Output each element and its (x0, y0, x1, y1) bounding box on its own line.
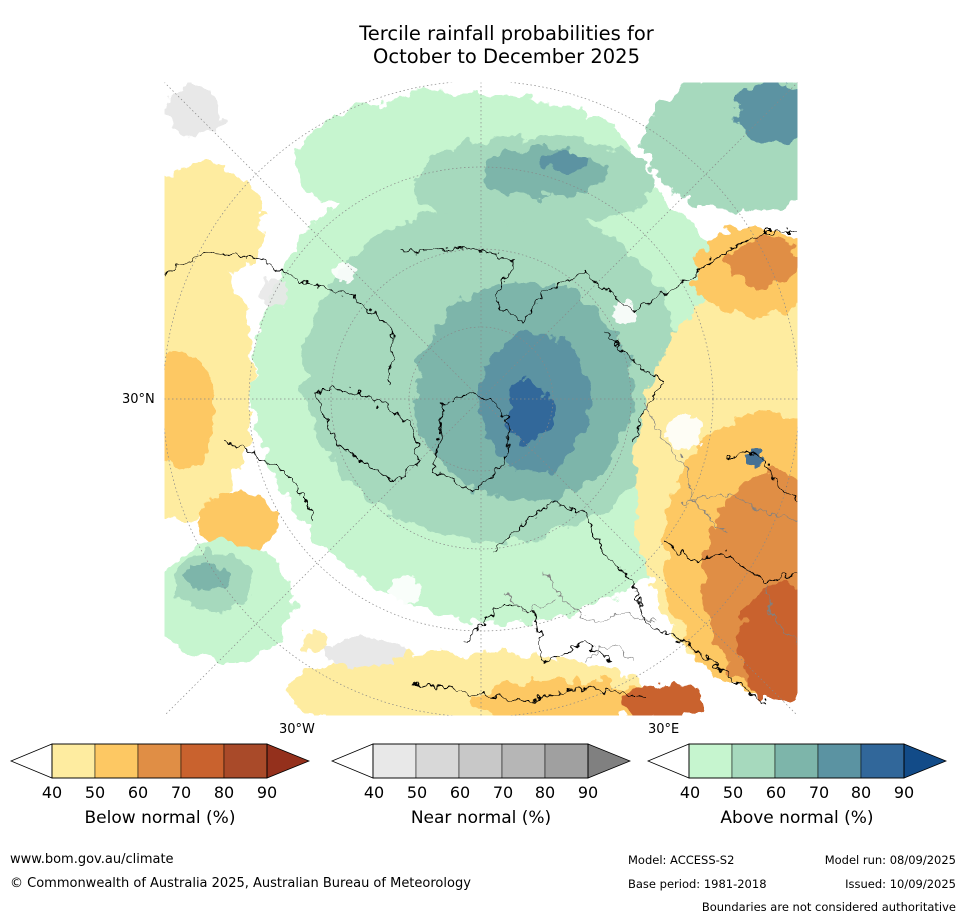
colorbar-extend-low (647, 743, 690, 779)
colorbar-above-label: Above normal (%) (720, 808, 874, 828)
title-line-1: Tercile rainfall probabilities for (359, 22, 654, 45)
colorbar-swatch (731, 743, 776, 779)
colorbar-below-ticks: 40 50 60 70 80 90 (10, 783, 310, 803)
colorbar-outline (372, 743, 589, 779)
footer-model: Model: ACCESS-S2 (628, 853, 735, 867)
colorbar-above-ticks: 40 50 60 70 80 90 (647, 783, 947, 803)
footer-copyright: © Commonwealth of Australia 2025, Austra… (10, 876, 471, 891)
tick: 80 (534, 783, 556, 802)
tick: 90 (893, 783, 915, 802)
tick: 70 (808, 783, 830, 802)
colorbar-below (10, 743, 310, 779)
tick: 40 (363, 783, 385, 802)
colorbar-swatch (458, 743, 503, 779)
tick: 40 (41, 783, 63, 802)
colorbar-near (331, 743, 631, 779)
colorbar-outline (51, 743, 268, 779)
colorbar-near-label: Near normal (%) (410, 808, 552, 828)
colorbar-swatch (94, 743, 139, 779)
tick: 70 (170, 783, 192, 802)
footer-model-run: Model run: 08/09/2025 (824, 853, 956, 867)
tick: 40 (679, 783, 701, 802)
colorbar-swatch (415, 743, 460, 779)
tick: 50 (722, 783, 744, 802)
colorbar-swatch (223, 743, 268, 779)
tick: 80 (213, 783, 235, 802)
colorbar-extend-high (266, 743, 310, 779)
tick: 90 (577, 783, 599, 802)
tick: 60 (127, 783, 149, 802)
colorbar-swatch (774, 743, 819, 779)
footer-url: www.bom.gov.au/climate (10, 852, 174, 867)
colorbar-swatch (372, 743, 417, 779)
colorbar-swatch (180, 743, 225, 779)
colorbar-swatch (544, 743, 589, 779)
colorbar-swatch (51, 743, 96, 779)
footer-issued: Issued: 10/09/2025 (845, 877, 956, 891)
tick: 70 (492, 783, 514, 802)
polar-rainfall-map (164, 82, 798, 716)
colorbar-below-label: Below normal (%) (84, 808, 236, 828)
colorbar-extend-high (903, 743, 947, 779)
title-line-2: October to December 2025 (373, 45, 640, 68)
colorbar-extend-low (331, 743, 374, 779)
tick: 60 (449, 783, 471, 802)
colorbar-near-ticks: 40 50 60 70 80 90 (331, 783, 631, 803)
tick: 50 (84, 783, 106, 802)
colorbar-extend-low (10, 743, 53, 779)
footer-disclaimer: Boundaries are not considered authoritat… (701, 900, 956, 914)
tick: 90 (256, 783, 278, 802)
lat-label-30n: 30°N (122, 392, 155, 407)
lon-label-30e: 30°E (648, 722, 680, 737)
colorbar-swatch (501, 743, 546, 779)
colorbar-above (647, 743, 947, 779)
colorbar-swatch (817, 743, 862, 779)
map-title: Tercile rainfall probabilities for Octob… (0, 22, 965, 68)
colorbar-swatch (688, 743, 733, 779)
colorbar-extend-high (587, 743, 631, 779)
footer-base-period: Base period: 1981-2018 (628, 877, 767, 891)
graticule (164, 82, 798, 716)
tick: 80 (850, 783, 872, 802)
coastlines (164, 231, 798, 703)
colorbar-swatch (137, 743, 182, 779)
tick: 50 (406, 783, 428, 802)
colorbar-outline (688, 743, 905, 779)
colorbar-swatch (860, 743, 905, 779)
borders (503, 401, 798, 663)
lon-label-30w: 30°W (279, 722, 315, 737)
probability-field (164, 82, 798, 716)
tick: 60 (765, 783, 787, 802)
